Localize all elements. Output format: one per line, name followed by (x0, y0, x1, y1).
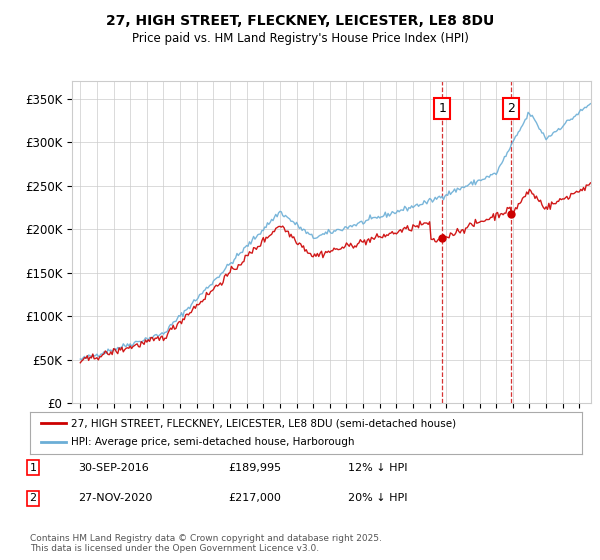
Text: 1: 1 (438, 102, 446, 115)
Text: 2: 2 (507, 102, 515, 115)
Text: 20% ↓ HPI: 20% ↓ HPI (348, 493, 407, 503)
Text: Contains HM Land Registry data © Crown copyright and database right 2025.
This d: Contains HM Land Registry data © Crown c… (30, 534, 382, 553)
Text: 27, HIGH STREET, FLECKNEY, LEICESTER, LE8 8DU (semi-detached house): 27, HIGH STREET, FLECKNEY, LEICESTER, LE… (71, 418, 457, 428)
Text: 2: 2 (29, 493, 37, 503)
Text: HPI: Average price, semi-detached house, Harborough: HPI: Average price, semi-detached house,… (71, 437, 355, 447)
Text: 1: 1 (29, 463, 37, 473)
Text: 27, HIGH STREET, FLECKNEY, LEICESTER, LE8 8DU: 27, HIGH STREET, FLECKNEY, LEICESTER, LE… (106, 14, 494, 28)
Text: £189,995: £189,995 (228, 463, 281, 473)
Text: Price paid vs. HM Land Registry's House Price Index (HPI): Price paid vs. HM Land Registry's House … (131, 32, 469, 45)
Text: £217,000: £217,000 (228, 493, 281, 503)
Text: 27-NOV-2020: 27-NOV-2020 (78, 493, 152, 503)
Text: 12% ↓ HPI: 12% ↓ HPI (348, 463, 407, 473)
Text: 30-SEP-2016: 30-SEP-2016 (78, 463, 149, 473)
